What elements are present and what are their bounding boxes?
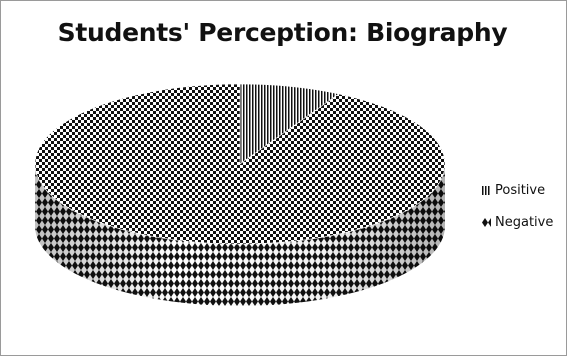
pie-side-wall bbox=[35, 164, 445, 306]
pie-top-face bbox=[34, 83, 446, 245]
pie-slice-positive bbox=[239, 83, 340, 165]
pie-side-wall-shading bbox=[35, 164, 445, 306]
chart-title: Students' Perception: Biography bbox=[57, 18, 508, 47]
legend-key-negative bbox=[482, 217, 491, 227]
legend-item-negative: Negative bbox=[482, 212, 553, 232]
pie-slice-negative bbox=[34, 83, 446, 245]
legend-item-positive: Positive bbox=[482, 180, 553, 200]
legend: Positive Negative bbox=[482, 180, 553, 244]
legend-key-positive bbox=[482, 185, 491, 195]
legend-label-negative: Negative bbox=[495, 214, 554, 230]
legend-label-positive: Positive bbox=[495, 182, 546, 198]
